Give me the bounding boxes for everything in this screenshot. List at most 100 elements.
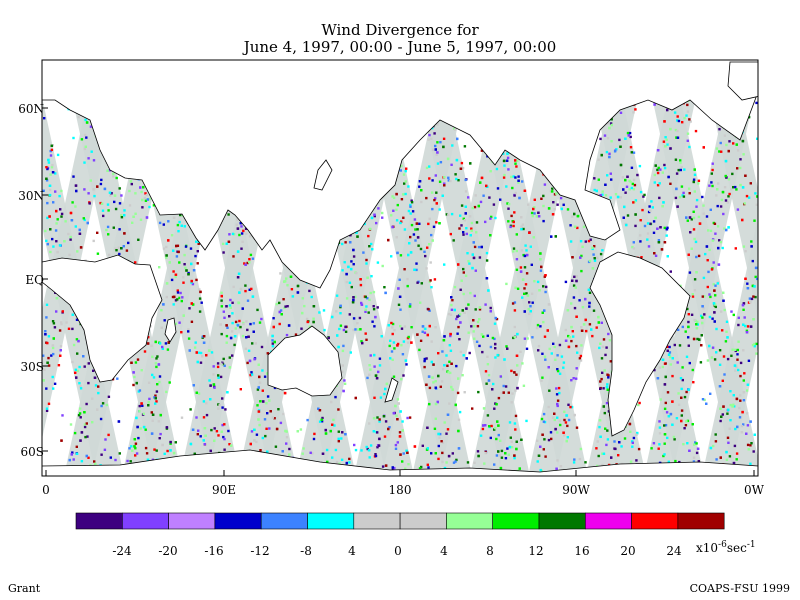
divergence-pixel [734,369,737,372]
divergence-pixel [721,329,724,332]
divergence-pixel [242,229,245,233]
divergence-pixel [667,460,670,463]
divergence-pixel [541,311,544,314]
divergence-pixel [310,295,313,299]
divergence-pixel [587,239,591,243]
divergence-pixel [675,187,678,191]
divergence-pixel [375,221,378,225]
divergence-pixel [509,225,512,229]
divergence-pixel [512,224,515,228]
divergence-pixel [524,283,528,286]
divergence-pixel [257,386,260,389]
divergence-pixel [170,278,174,282]
divergence-pixel [244,227,248,230]
divergence-pixel [42,354,45,357]
divergence-pixel [101,209,105,212]
divergence-pixel [405,449,408,453]
divergence-pixel [187,330,190,333]
divergence-pixel [234,327,237,330]
divergence-pixel [50,354,53,357]
divergence-pixel [442,145,445,149]
divergence-pixel [677,168,680,172]
divergence-pixel [190,320,194,323]
divergence-pixel [212,373,215,376]
divergence-pixel [220,299,223,302]
divergence-pixel [241,334,245,338]
divergence-pixel [570,339,573,343]
divergence-pixel [222,435,225,439]
divergence-pixel [683,168,686,171]
divergence-pixel [735,143,738,146]
divergence-pixel [266,352,269,355]
divergence-pixel [566,424,569,428]
divergence-pixel [343,261,346,264]
divergence-pixel [275,427,279,431]
divergence-pixel [715,458,718,461]
divergence-pixel [50,166,54,169]
divergence-pixel [244,347,247,350]
divergence-pixel [373,365,376,368]
divergence-pixel [188,307,191,310]
divergence-pixel [360,301,363,305]
divergence-pixel [734,247,737,250]
divergence-pixel [457,377,460,380]
divergence-pixel [399,324,402,328]
divergence-pixel [268,399,271,402]
divergence-pixel [392,412,396,415]
divergence-pixel [698,338,701,341]
divergence-pixel [572,335,575,338]
divergence-pixel [60,189,63,193]
divergence-pixel [721,379,724,382]
divergence-pixel [327,336,330,340]
divergence-pixel [436,141,439,144]
divergence-pixel [165,295,168,299]
divergence-pixel [434,452,437,455]
divergence-pixel [702,276,706,280]
divergence-pixel [603,411,606,415]
divergence-pixel [78,228,81,232]
divergence-pixel [405,363,408,366]
divergence-pixel [213,386,216,389]
divergence-pixel [506,156,510,160]
divergence-pixel [537,349,540,352]
divergence-pixel [639,190,643,194]
divergence-pixel [402,216,405,219]
divergence-pixel [374,454,378,458]
divergence-pixel [107,395,111,398]
divergence-pixel [120,194,123,197]
divergence-pixel [74,368,77,371]
divergence-pixel [172,270,175,273]
divergence-pixel [415,268,418,272]
divergence-pixel [711,317,714,320]
divergence-pixel [481,427,485,431]
divergence-pixel [535,326,539,330]
divergence-pixel [144,428,147,431]
divergence-pixel [740,431,744,434]
divergence-pixel [403,268,406,271]
divergence-pixel [416,236,420,239]
divergence-pixel [166,348,170,351]
divergence-pixel [510,214,513,218]
divergence-pixel [604,427,607,430]
divergence-pixel [399,254,403,257]
divergence-pixel [430,137,433,140]
divergence-pixel [555,192,558,195]
divergence-pixel [368,227,372,231]
divergence-pixel [584,318,587,322]
divergence-pixel [696,337,699,341]
divergence-pixel [505,282,508,286]
divergence-pixel [731,405,734,408]
divergence-pixel [678,344,682,347]
divergence-pixel [706,259,709,262]
divergence-pixel [338,327,341,331]
divergence-pixel [51,163,54,167]
divergence-pixel [443,263,446,266]
divergence-pixel [423,331,427,334]
divergence-pixel [742,391,746,394]
divergence-pixel [102,214,105,218]
divergence-pixel [537,454,541,457]
divergence-pixel [713,222,717,225]
divergence-pixel [240,225,243,228]
divergence-pixel [200,301,203,304]
divergence-pixel [550,235,553,238]
